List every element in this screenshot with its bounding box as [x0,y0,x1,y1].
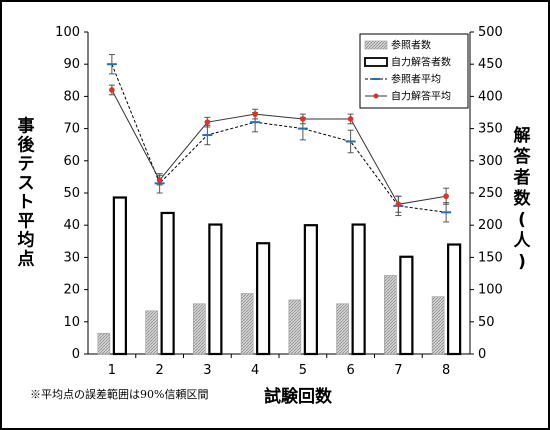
y-left-tick-label: 40 [63,218,80,233]
legend-label: 自力解答者数 [391,56,451,69]
y-right-tick-label: 150 [478,250,503,265]
line-self-answer-average [111,89,447,205]
y-left-tick-label: 0 [72,347,80,362]
y-right-tick-label: 50 [478,315,495,330]
legend-marker-self-answer-average [373,93,379,99]
y-left-tick-label: 100 [55,25,80,40]
legend-label: 自力解答平均 [391,90,451,103]
y-right-tick-label: 450 [478,57,503,72]
y-right-tick-label: 400 [478,89,503,104]
y-left-tick-label: 20 [63,283,80,298]
y-right-tick-label: 250 [478,186,503,201]
point-self-answer-average [443,193,449,200]
y-left-tick-label: 90 [63,57,80,72]
y-right-tick-label: 100 [478,283,503,298]
point-self-answer-average [300,116,306,122]
y-left-tick-label: 80 [63,89,80,104]
y-right-tick-label: 500 [478,25,503,40]
point-self-answer-average [347,116,354,122]
y-axis-left-title: 事後テスト平均点 [18,117,36,270]
y-left-tick-label: 30 [63,250,80,265]
line-reference-average [111,64,447,213]
y-right-tick-label: 200 [478,218,503,233]
legend-swatch-reference-count [364,40,388,50]
bar-self-answer-count [208,223,223,356]
y-left-tick-label: 10 [63,315,80,330]
bar-self-answer-count [160,211,175,356]
bar-reference-count [145,310,158,355]
y-right-tick-label: 350 [478,122,503,137]
point-self-answer-average [395,201,402,208]
x-tick-label: 2 [155,363,163,378]
x-tick-label: 7 [394,363,402,378]
bar-reference-count [288,299,302,355]
y-left-tick-label: 60 [63,154,80,169]
bar-self-answer-count [112,196,127,356]
y-left-tick-label: 70 [63,122,80,137]
x-axis-title: 試験回数 [264,386,333,407]
bar-reference-count [240,293,254,355]
bar-reference-count [336,303,349,355]
y-right-tick-label: 0 [478,347,486,362]
bar-reference-count [193,303,206,355]
x-tick-label: 3 [203,363,211,378]
bar-self-answer-count [303,224,318,356]
legend-swatch-self-answer-count [364,57,388,67]
x-tick-label: 1 [108,363,116,378]
y-left-tick-label: 50 [63,186,80,201]
x-tick-label: 5 [299,363,307,378]
y-axis-right-title: 解答者数(人) [513,125,532,272]
footnote: ※平均点の誤差範囲は90%信頼区間 [30,387,208,401]
bar-self-answer-count [399,255,414,356]
point-self-answer-average [252,111,258,117]
x-tick-label: 6 [346,363,354,378]
x-tick-label: 4 [251,363,259,378]
bar-reference-count [384,275,397,355]
legend-label: 参照者数 [391,39,431,52]
legend-label: 参照者平均 [391,73,441,86]
bar-reference-count [97,333,111,355]
bar-self-answer-count [351,223,366,356]
y-right-tick-label: 300 [478,154,503,169]
bar-self-answer-count [447,243,462,356]
x-tick-label: 8 [442,363,450,378]
point-self-answer-average [156,177,163,183]
point-self-answer-average [204,119,211,125]
point-self-answer-average [109,87,115,93]
bar-self-answer-count [256,242,271,356]
bar-reference-count [431,296,445,355]
